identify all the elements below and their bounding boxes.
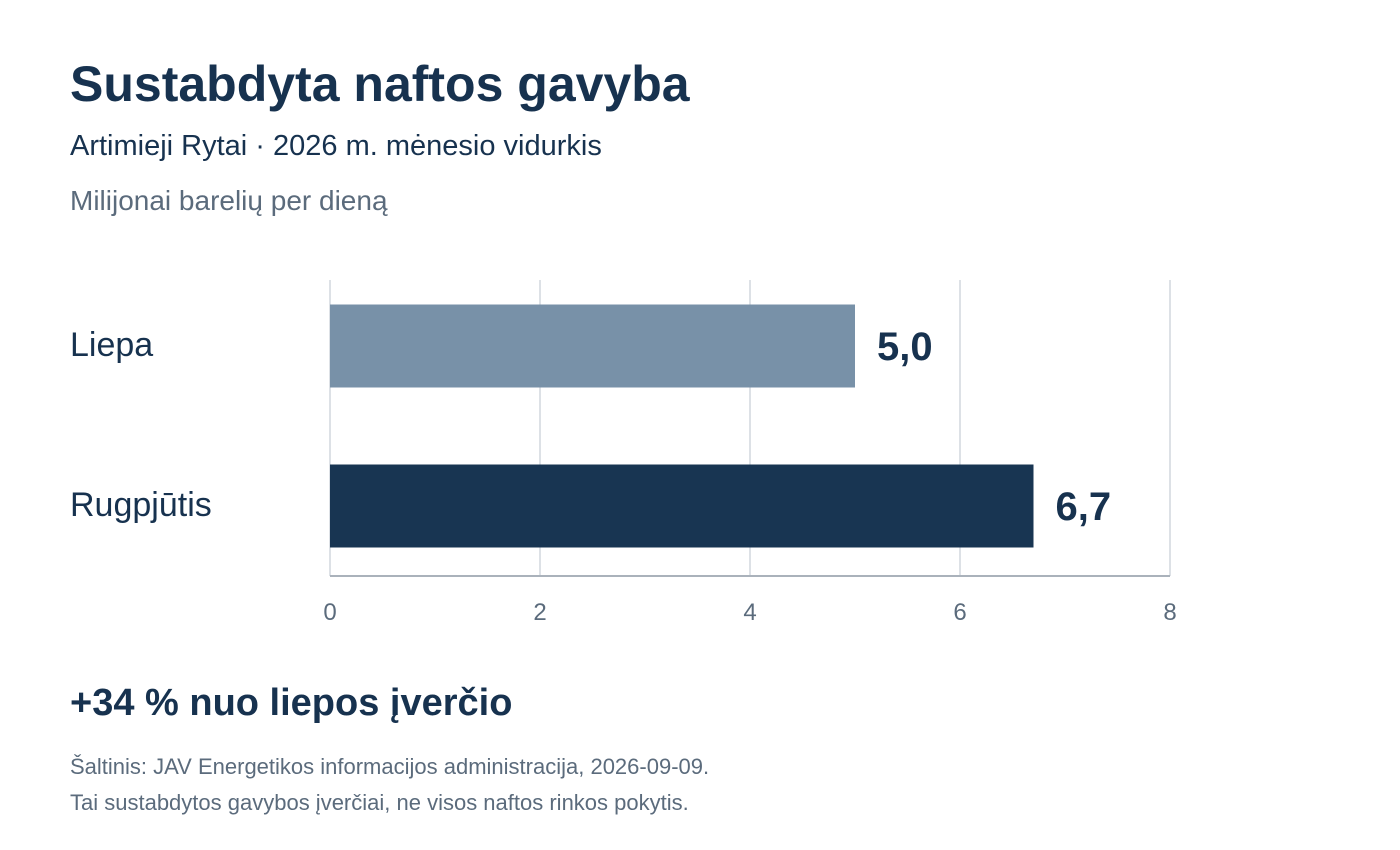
disclaimer-note: Tai sustabdytos gavybos įverčiai, ne vis…: [70, 790, 689, 815]
chart-title: Sustabdyta naftos gavyba: [70, 56, 690, 112]
x-tick-label: 8: [1163, 599, 1176, 626]
x-tick-label: 4: [743, 599, 756, 626]
labels: 0 2 4 6 8 Liepa 5,0 Rugpjūtis 6,7: [70, 325, 1177, 626]
chart-subtitle: Artimieji Rytai · 2026 m. mėnesio vidurk…: [70, 130, 602, 162]
x-tick-label: 0: [323, 599, 336, 626]
bar: [330, 304, 855, 388]
x-tick-label: 2: [533, 599, 546, 626]
change-callout: +34 % nuo liepos įverčio: [70, 682, 513, 724]
bars: [330, 304, 1034, 548]
x-tick-label: 6: [953, 599, 966, 626]
source-note: Šaltinis: JAV Energetikos informacijos a…: [70, 754, 710, 779]
category-label: Rugpjūtis: [70, 486, 212, 524]
value-label: 6,7: [1056, 485, 1112, 529]
value-label: 5,0: [877, 325, 933, 369]
category-label: Liepa: [70, 326, 153, 364]
bar: [330, 464, 1034, 548]
unit-label: Milijonai barelių per dieną: [70, 185, 388, 216]
